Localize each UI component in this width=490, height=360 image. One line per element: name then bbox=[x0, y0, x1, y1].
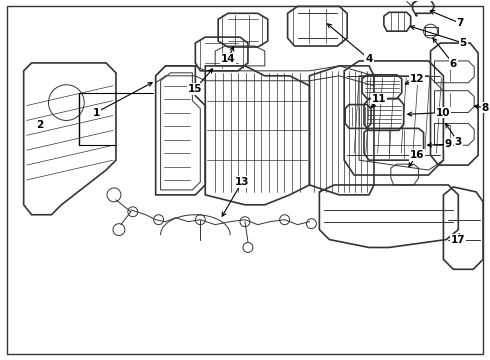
Text: 4: 4 bbox=[366, 54, 373, 64]
Text: 1: 1 bbox=[93, 108, 100, 117]
Text: 13: 13 bbox=[235, 177, 249, 187]
Text: 14: 14 bbox=[221, 54, 235, 64]
Text: 2: 2 bbox=[36, 121, 43, 130]
Text: 7: 7 bbox=[457, 18, 464, 28]
Text: 16: 16 bbox=[409, 150, 424, 160]
Text: 15: 15 bbox=[188, 84, 202, 94]
Text: 17: 17 bbox=[451, 234, 465, 244]
Text: 10: 10 bbox=[436, 108, 451, 117]
Text: 9: 9 bbox=[445, 139, 452, 149]
Text: 1: 1 bbox=[93, 108, 100, 117]
Text: 3: 3 bbox=[455, 137, 462, 147]
Text: 8: 8 bbox=[482, 103, 489, 113]
Text: 5: 5 bbox=[460, 38, 467, 48]
Text: 2: 2 bbox=[36, 121, 43, 130]
Text: 6: 6 bbox=[450, 59, 457, 69]
Text: 11: 11 bbox=[371, 94, 386, 104]
Text: 12: 12 bbox=[409, 74, 424, 84]
